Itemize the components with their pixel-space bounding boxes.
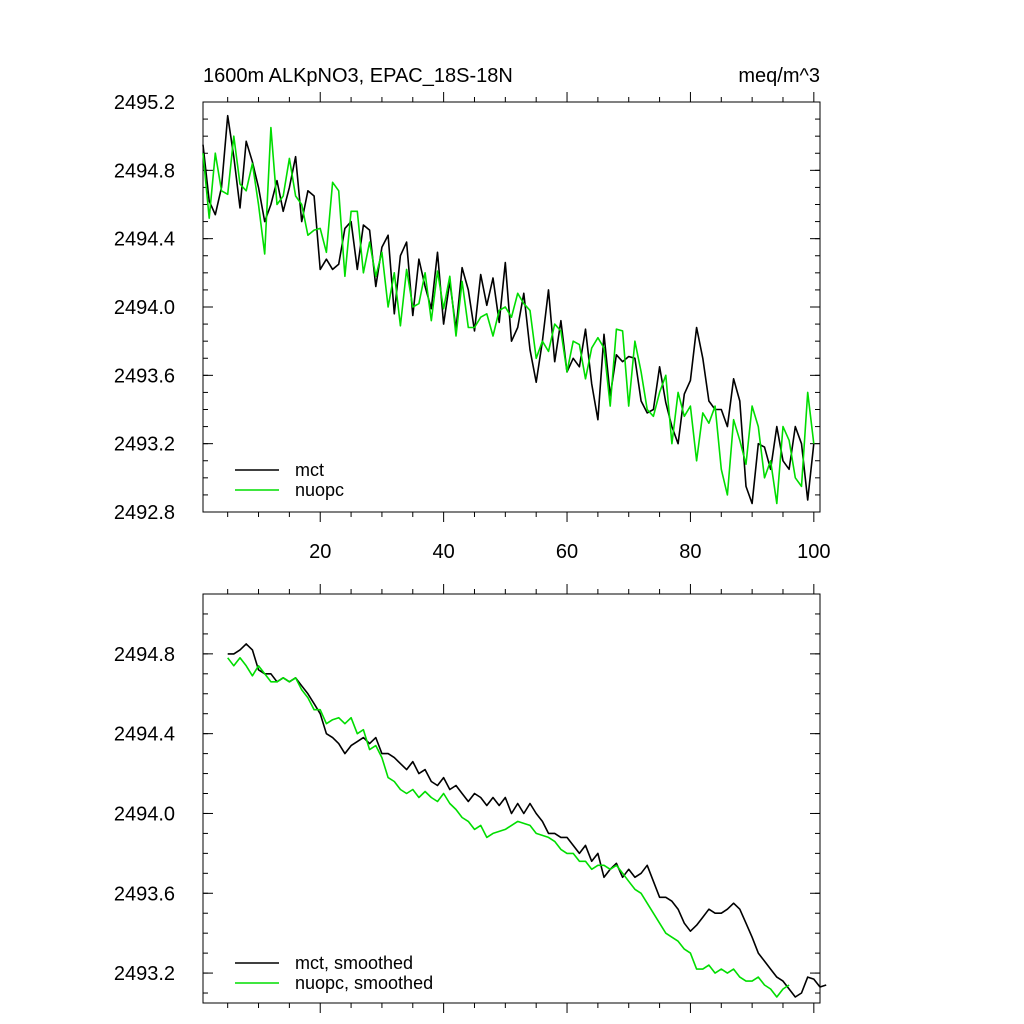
series-line-mct-smoothed xyxy=(227,643,827,998)
y-tick-label: 2493.2 xyxy=(114,434,175,456)
y-tick-label: 2494.8 xyxy=(114,644,175,666)
bottom-panel: 2494.8 2494.4 2494.0 2493.6 2493.2 mct, smoot… xyxy=(114,584,827,1013)
y-tick-label: 2494.4 xyxy=(114,229,175,251)
x-tick-label: 60 xyxy=(556,541,578,563)
x-tick-label: 100 xyxy=(797,541,830,563)
y-tick-label: 2494.0 xyxy=(114,297,175,319)
plot-frame xyxy=(202,593,821,1004)
x-tick-label: 80 xyxy=(679,541,701,563)
x-tick-label: 20 xyxy=(309,541,331,563)
y-tick-label: 2494.0 xyxy=(114,803,175,825)
legend-label: mct xyxy=(295,460,324,480)
y-tick-label: 2493.2 xyxy=(114,963,175,985)
legend-label: nuopc, smoothed xyxy=(295,973,433,993)
y-tick-label: 2493.6 xyxy=(114,365,175,387)
y-tick-label: 2493.6 xyxy=(114,883,175,905)
legend-label: mct, smoothed xyxy=(295,953,413,973)
x-tick-label: 40 xyxy=(433,541,455,563)
series-line-mct xyxy=(202,114,815,505)
y-tick-label: 2492.8 xyxy=(114,502,175,524)
legend-label: nuopc xyxy=(295,480,344,500)
y-tick-label: 2495.2 xyxy=(114,92,175,114)
top-panel: 2495.2 2494.8 2494.4 2494.0 2493.6 2493.2 2492… xyxy=(114,92,831,563)
y-tick-label: 2494.8 xyxy=(114,160,175,182)
chart-title: 1600m ALKpNO3, EPAC_18S-18N xyxy=(203,65,513,87)
units-label: meq/m^3 xyxy=(738,65,820,87)
y-tick-label: 2494.4 xyxy=(114,724,175,746)
series-line-nuopc-smoothed xyxy=(227,656,790,998)
series-line-nuopc xyxy=(202,126,815,505)
